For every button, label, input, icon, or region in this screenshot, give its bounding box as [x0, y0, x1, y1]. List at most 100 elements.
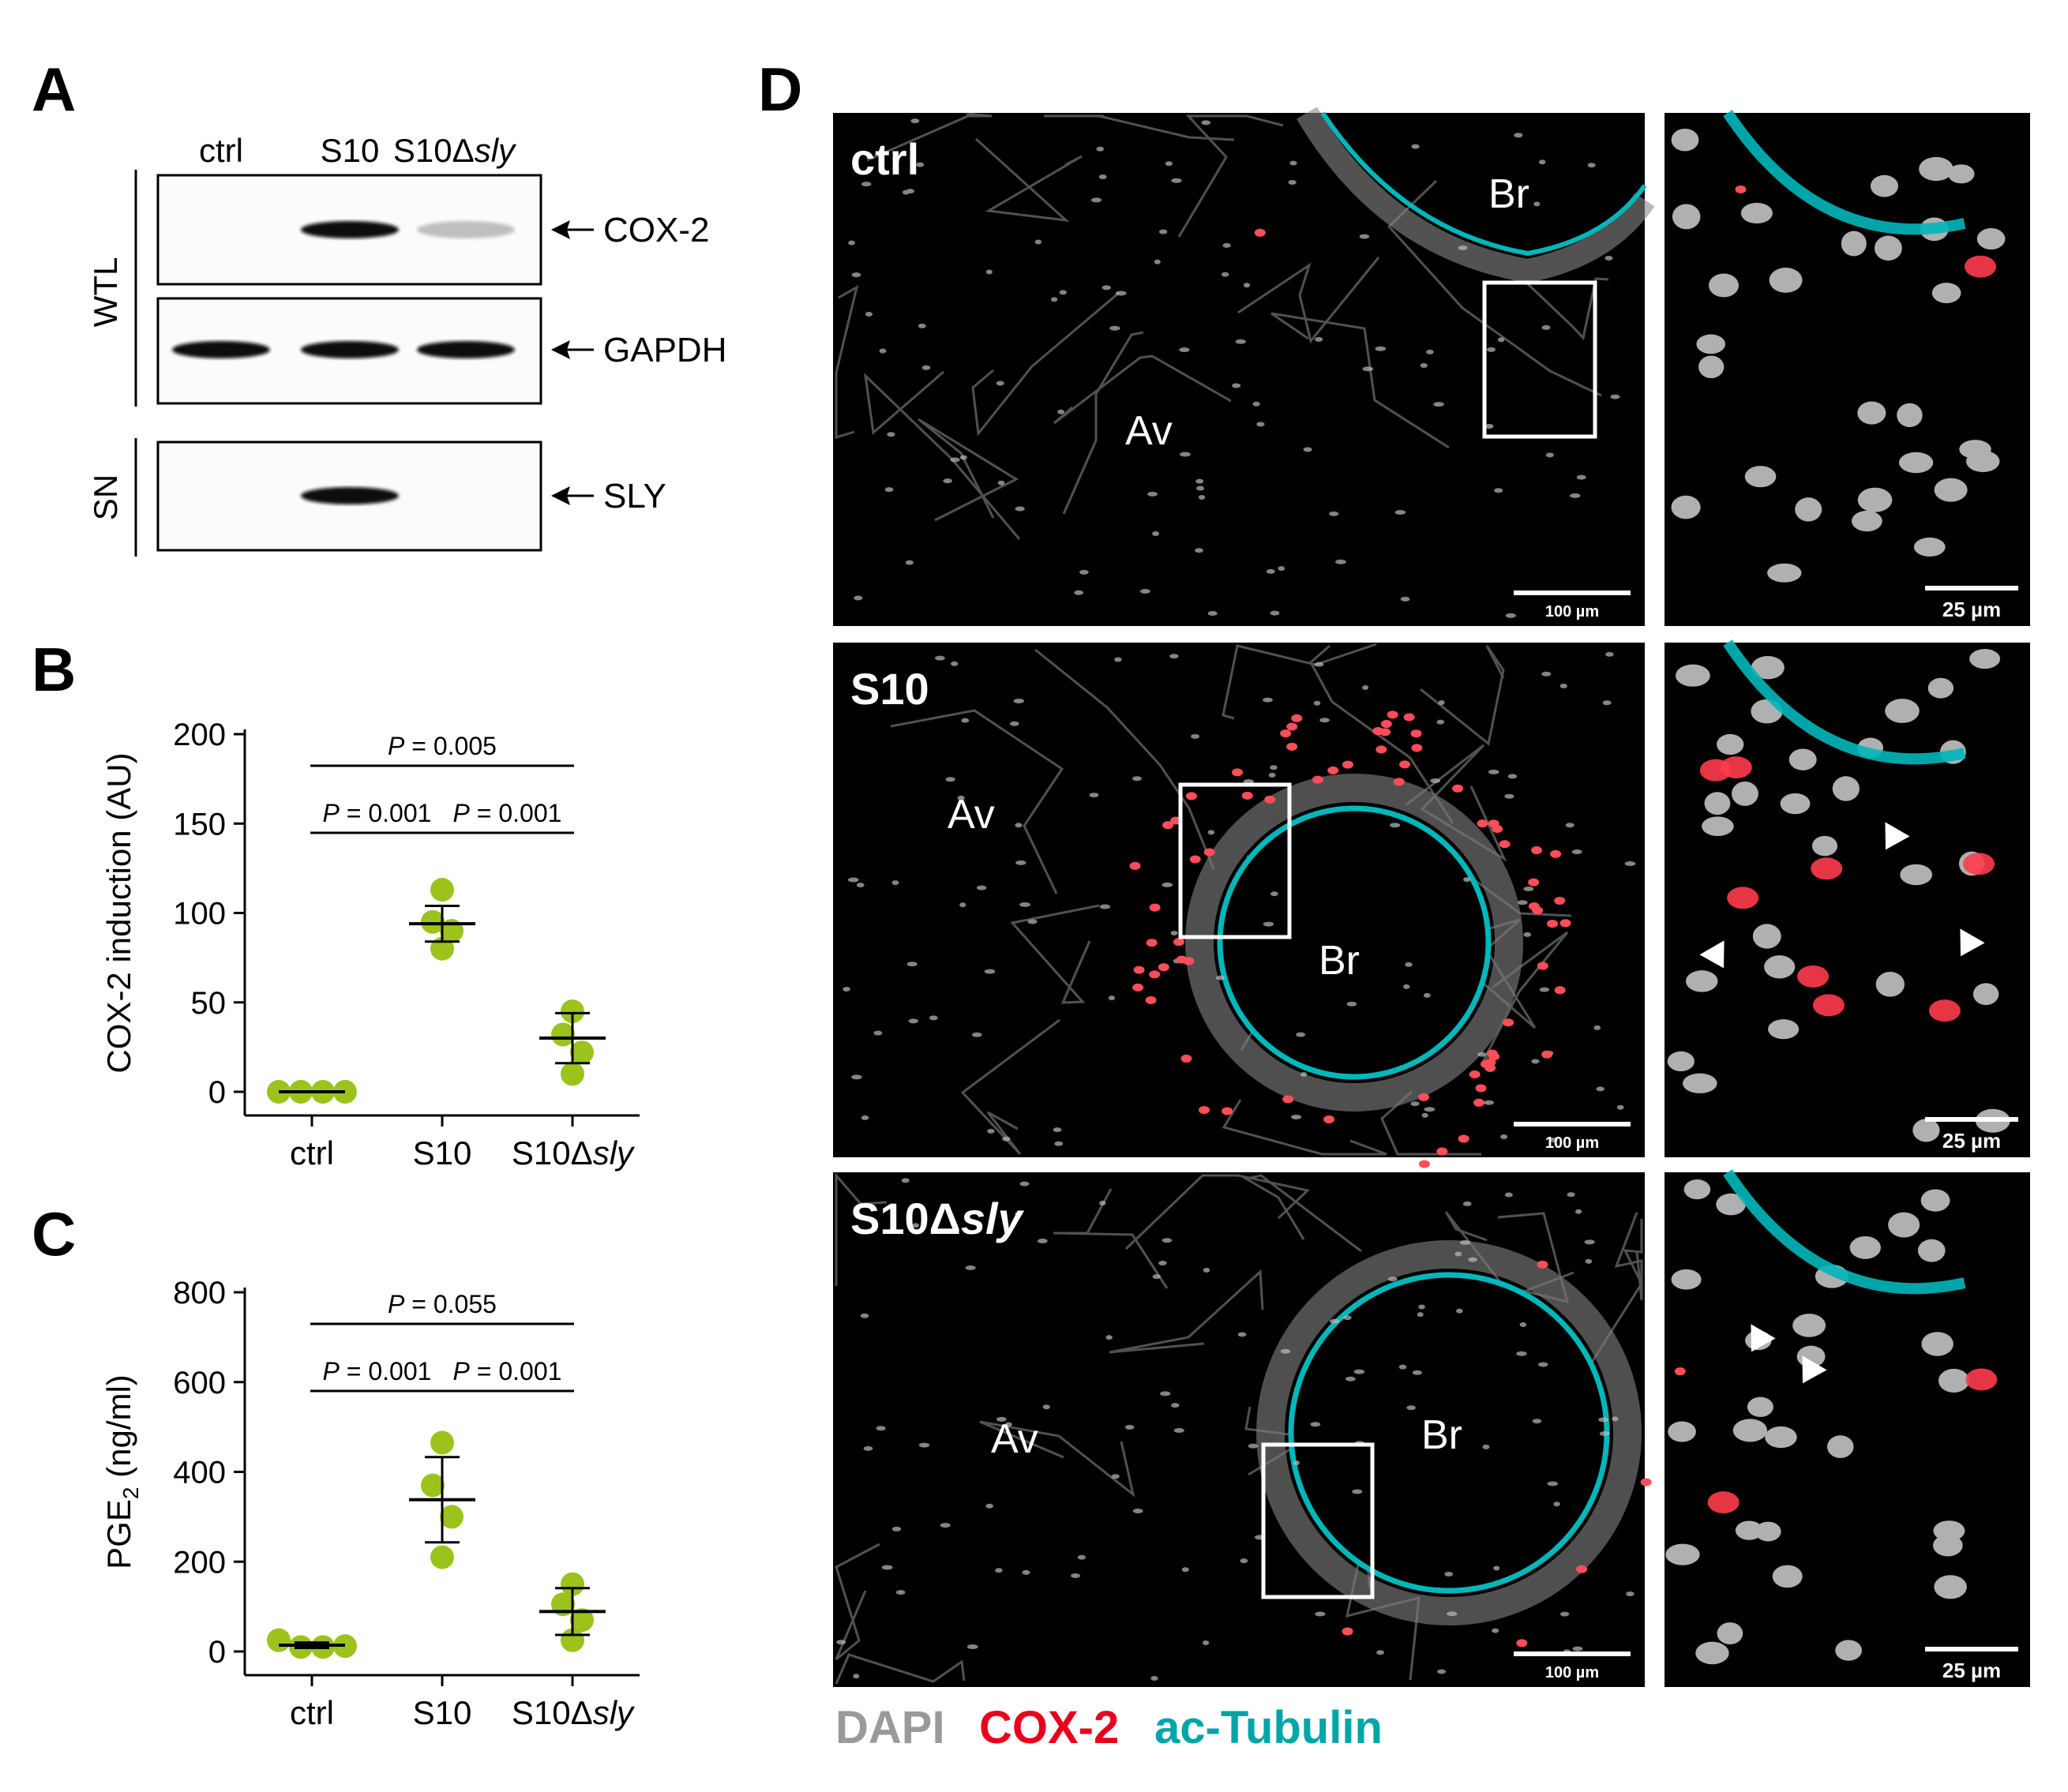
- nucleus: [1310, 1422, 1321, 1427]
- zoom-nucleus: [1832, 776, 1860, 801]
- nucleus: [1553, 1501, 1560, 1507]
- nucleus: [1243, 283, 1251, 288]
- cox2-cell: [1342, 760, 1353, 769]
- nucleus: [1593, 1025, 1601, 1030]
- nucleus: [929, 1015, 938, 1021]
- cox2-cell: [1380, 720, 1392, 729]
- nucleus: [1571, 849, 1582, 855]
- data-point: [430, 1545, 454, 1569]
- nucleus: [836, 1640, 846, 1645]
- p-value-symbol: P: [388, 1290, 405, 1318]
- cox2-cell: [1531, 846, 1543, 855]
- zoom-nucleus: [1672, 204, 1701, 230]
- nucleus: [1090, 197, 1102, 203]
- tissue-strand: [1222, 643, 1377, 720]
- data-point: [430, 936, 454, 961]
- zoom-nucleus: [1667, 1051, 1695, 1072]
- zoom-nucleus: [1852, 510, 1882, 532]
- nucleus: [996, 1416, 1007, 1422]
- cox2-cell: [1554, 896, 1566, 905]
- nucleus: [1604, 255, 1613, 261]
- nucleus: [1538, 1362, 1548, 1367]
- p-value-number: = 0.005: [404, 732, 497, 760]
- nucleus: [1398, 1364, 1407, 1370]
- cox2-cell: [1547, 920, 1559, 928]
- nucleus: [1154, 259, 1161, 264]
- nucleus: [1289, 160, 1297, 166]
- cox2-cell: [1528, 902, 1540, 910]
- nucleus: [1504, 1192, 1513, 1198]
- tissue-strand: [1034, 648, 1215, 870]
- tissue-strand: [1124, 1174, 1311, 1250]
- tissue-strand: [1586, 1219, 1643, 1370]
- nucleus: [861, 182, 872, 187]
- nucleus: [1596, 1086, 1604, 1092]
- nucleus: [1270, 765, 1278, 770]
- zoom-nucleus: [1685, 970, 1718, 992]
- data-point: [421, 1473, 445, 1498]
- nucleus: [1248, 1443, 1259, 1449]
- cox2-cell: [1469, 1070, 1481, 1079]
- zoom-nucleus: [1671, 495, 1701, 519]
- nucleus: [1270, 891, 1278, 897]
- cox2-cell: [1342, 1627, 1353, 1636]
- nucleus: [843, 986, 850, 992]
- data-point: [430, 878, 454, 902]
- zoom-nucleus: [1764, 955, 1796, 979]
- scale-label-main: 100 µm: [1545, 1664, 1599, 1681]
- cox2-cell: [1488, 1052, 1500, 1061]
- nucleus: [876, 1426, 886, 1431]
- tissue-strand: [1062, 331, 1144, 515]
- legend-cox2: COX-2: [979, 1702, 1119, 1753]
- zoom-nucleus: [1931, 283, 1961, 304]
- nucleus: [1159, 1391, 1171, 1396]
- nucleus: [1538, 159, 1546, 165]
- tissue-strand: [1614, 1212, 1643, 1301]
- nucleus: [1488, 769, 1499, 774]
- zoom-nucleus: [1827, 1435, 1854, 1458]
- data-point: [570, 1608, 594, 1633]
- cox2-cell: [1410, 729, 1422, 738]
- tissue-strand: [1010, 904, 1100, 1004]
- arrow-icon: [551, 220, 594, 239]
- zoom-nucleus: [1788, 748, 1817, 770]
- nucleus: [918, 323, 926, 328]
- cox2-signal: [1254, 185, 1747, 237]
- micrograph-overview: [833, 113, 1645, 626]
- nucleus: [1612, 1416, 1619, 1422]
- nucleus: [1492, 1628, 1499, 1633]
- nucleus: [961, 718, 970, 723]
- blot-band: [301, 487, 399, 504]
- nucleus: [1359, 234, 1370, 239]
- cox2-cell: [1327, 766, 1339, 774]
- nucleus: [1541, 324, 1551, 330]
- region-label: Av: [948, 792, 995, 838]
- zoom-nucleus: [1755, 1521, 1781, 1542]
- zoom-cox2-cell: [1965, 1368, 1998, 1391]
- nucleus: [1115, 291, 1127, 296]
- nucleus: [860, 1313, 869, 1318]
- nucleus: [863, 1445, 873, 1451]
- nucleus: [1329, 511, 1339, 516]
- nucleus: [1013, 698, 1024, 703]
- nucleus: [1202, 1640, 1210, 1645]
- nucleus: [1587, 163, 1596, 168]
- zoom-cox2-cell: [1928, 999, 1961, 1022]
- nucleus: [888, 699, 900, 704]
- nucleus: [908, 1018, 918, 1024]
- nucleus: [1004, 1422, 1012, 1427]
- zoom-nucleus: [1668, 1421, 1696, 1442]
- zoom-cilia: [1723, 110, 1966, 235]
- nucleus: [1532, 1419, 1542, 1424]
- condition-label: ctrl: [850, 134, 919, 184]
- condition-main: S10Δ: [850, 1194, 961, 1243]
- nucleus: [1057, 409, 1064, 414]
- y-tick-label: 150: [173, 807, 226, 842]
- zoom-cilia: [1723, 639, 1966, 765]
- zoom-cilia: [1723, 1169, 1966, 1295]
- nucleus: [851, 272, 861, 278]
- cox2-cell: [1280, 729, 1292, 738]
- nucleus: [996, 381, 1004, 386]
- zoom-nucleus: [1768, 1019, 1800, 1040]
- legend-actubulin: ac-Tubulin: [1154, 1702, 1383, 1753]
